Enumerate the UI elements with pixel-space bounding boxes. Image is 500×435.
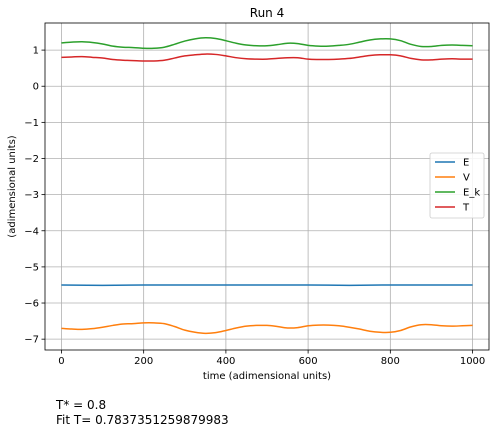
legend-label-t: T — [462, 203, 470, 214]
y-tick-label: −6 — [24, 299, 39, 310]
legend: EV E_k T — [429, 152, 485, 219]
series-line-v — [61, 322, 473, 335]
x-tick-label: 600 — [299, 356, 318, 367]
legend-label-e-k: E_k — [463, 188, 480, 199]
x-tick-label: 800 — [381, 356, 400, 367]
legend-box — [429, 152, 485, 219]
y-tick-label: 0 — [33, 82, 39, 93]
x-tick-label: 200 — [134, 356, 153, 367]
x-tick-label: 0 — [58, 356, 64, 367]
y-tick-label: −1 — [24, 118, 39, 129]
legend-label-v: V — [463, 173, 470, 184]
chart-title: Run 4 — [250, 6, 284, 20]
y-axis-label: (adimensional units) — [7, 135, 18, 238]
y-tick-label: 1 — [33, 46, 39, 57]
grid-layer — [45, 23, 489, 350]
series-line-t — [61, 53, 473, 62]
x-axis-label: time (adimensional units) — [203, 371, 331, 382]
x-tick-label: 400 — [216, 356, 235, 367]
caption-fit-temperature: Fit T= 0.7837351259879983 — [56, 413, 229, 427]
series-layer — [61, 37, 473, 335]
tick-layer: 0 200 400 600 800 1000 1 0 −1 −2 −3 −4 −5 −6 −7 — [24, 46, 485, 367]
caption-target-temperature: T* = 0.8 — [56, 398, 107, 412]
x-tick-label: 1000 — [460, 356, 485, 367]
plot-frame — [44, 22, 490, 351]
legend-label-e: E — [463, 158, 469, 169]
y-tick-label: −3 — [24, 190, 39, 201]
y-tick-label: −5 — [24, 262, 39, 273]
series-line-e-k — [61, 37, 473, 50]
y-tick-label: −7 — [24, 335, 39, 346]
y-tick-label: −4 — [24, 226, 39, 237]
y-tick-label: −2 — [24, 154, 39, 165]
